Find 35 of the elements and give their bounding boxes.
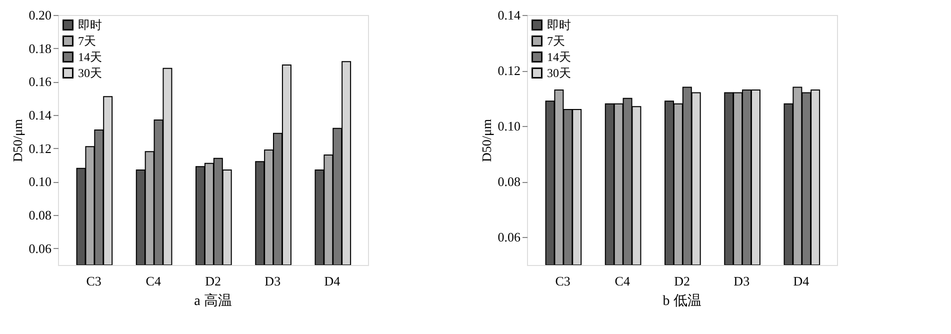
- y-tick-label: 0.16: [28, 74, 52, 90]
- x-tick-label: D3: [734, 274, 750, 288]
- y-tick-label: 0.06: [498, 230, 521, 245]
- y-axis-title: D50/μm: [478, 118, 494, 162]
- x-tick-label: C4: [146, 274, 162, 288]
- y-tick-label: 0.06: [28, 240, 52, 256]
- legend-label: 14天: [547, 50, 571, 64]
- legend-label: 即时: [547, 18, 571, 32]
- x-tick-label: C4: [614, 274, 630, 288]
- y-tick-label: 0.18: [28, 40, 52, 56]
- x-tick-label: C3: [86, 274, 102, 288]
- x-tick-label: D2: [674, 274, 690, 288]
- x-tick-label: D4: [324, 274, 341, 288]
- legend-label: 30天: [547, 66, 571, 80]
- x-tick-label: D2: [205, 274, 221, 288]
- y-tick-label: 0.10: [28, 174, 52, 190]
- text: a 高温: [194, 293, 232, 309]
- legend-label: 7天: [78, 34, 96, 48]
- y-tick-label: 0.20: [28, 8, 52, 22]
- y-tick-label: 0.12: [28, 140, 52, 156]
- legend-label: 30天: [78, 66, 102, 80]
- y-axis-title: D50/μm: [10, 118, 25, 162]
- x-tick-label: D4: [793, 274, 810, 288]
- y-tick-label: 0.08: [28, 208, 52, 222]
- legend-label: 14天: [78, 50, 102, 64]
- legend-label: 即时: [78, 18, 102, 32]
- y-tick-label: 0.14: [28, 108, 52, 122]
- y-tick-label: 0.10: [498, 118, 520, 134]
- text: b 低温: [662, 293, 702, 309]
- x-tick-label: D3: [264, 274, 281, 288]
- y-tick-label: 0.12: [498, 63, 520, 78]
- y-tick-label: 0.14: [498, 8, 521, 22]
- y-tick-label: 0.08: [498, 174, 520, 190]
- legend-label: 7天: [547, 34, 565, 48]
- x-tick-label: C3: [555, 274, 570, 288]
